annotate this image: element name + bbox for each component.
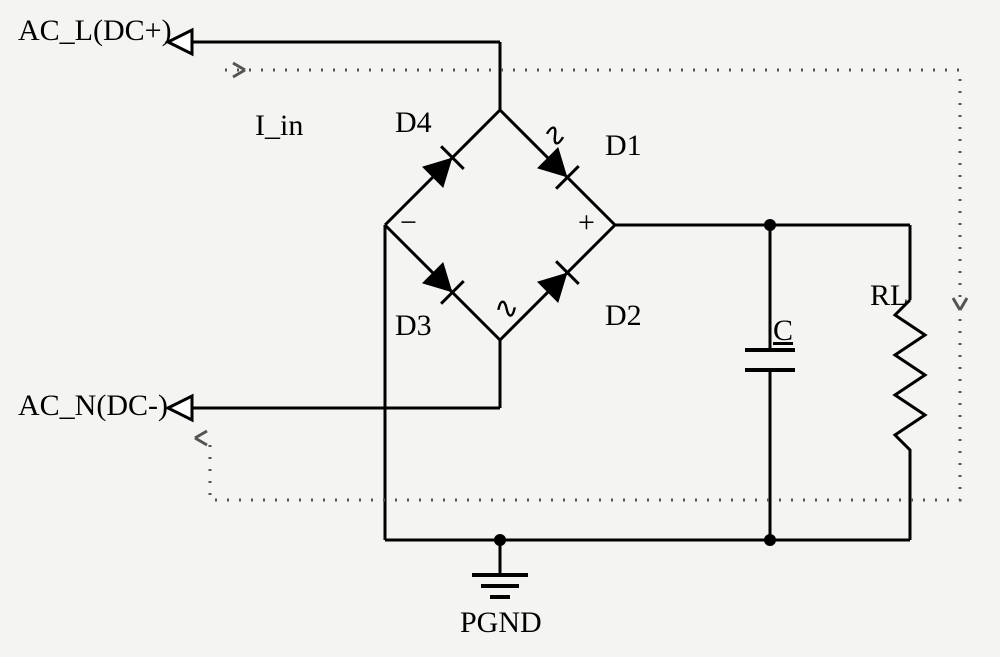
terminal-ac-n [168,396,192,420]
ground-symbol [472,575,528,597]
mark-wave-bot: ∿ [494,292,519,325]
label-c: C [773,314,793,347]
current-path [195,63,967,500]
label-pgnd: PGND [460,606,542,639]
label-ac-l: AC_L(DC+) [18,14,172,47]
mark-plus: + [578,206,595,239]
junction-dots [494,219,776,546]
mark-wave-top: ∿ [538,116,573,156]
terminal-ac-l [168,30,192,54]
label-d2: D2 [605,299,642,332]
label-rl: RL [870,279,908,312]
load-resistor [895,300,925,460]
label-d3: D3 [395,309,432,342]
label-d1: D1 [605,129,642,162]
label-d4: D4 [395,106,432,139]
label-ac-n: AC_N(DC-) [18,389,168,422]
mark-minus: − [400,206,417,239]
label-iin: I_in [255,109,303,142]
